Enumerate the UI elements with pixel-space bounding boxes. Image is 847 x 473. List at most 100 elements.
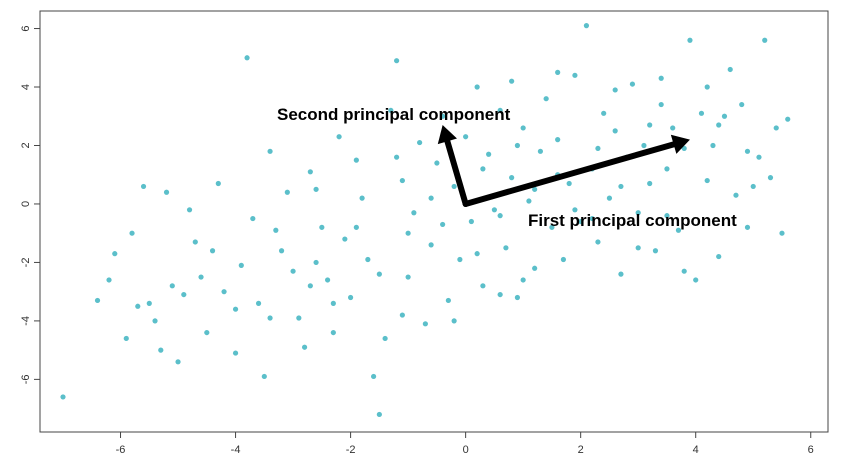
data-point: [739, 101, 745, 108]
data-point: [301, 344, 308, 350]
data-point: [330, 329, 336, 336]
data-point: [353, 224, 359, 230]
data-point: [618, 183, 624, 190]
data-point: [428, 195, 434, 201]
data-point: [261, 373, 267, 380]
data-point: [532, 265, 538, 271]
data-point: [255, 300, 262, 306]
data-point: [267, 148, 273, 154]
data-point: [405, 274, 411, 280]
data-point: [532, 186, 538, 192]
data-point: [353, 157, 359, 163]
data-point: [566, 180, 572, 187]
data-point: [595, 145, 601, 152]
axes-layer: -6 -4 -2 0 2 4 6 -6 -4 -2 0 2 4 6: [20, 25, 814, 456]
data-point: [112, 251, 118, 257]
data-point: [463, 134, 469, 140]
data-point: [468, 218, 474, 225]
x-tick-label: -4: [231, 444, 241, 456]
x-tick-label: -2: [346, 444, 356, 456]
data-point: [704, 177, 710, 184]
plot-frame-group: [39, 10, 829, 433]
data-point: [612, 87, 618, 93]
data-point: [698, 110, 705, 116]
data-point: [290, 268, 296, 274]
data-point: [767, 175, 774, 181]
data-point: [330, 300, 336, 306]
data-point: [520, 125, 526, 131]
data-point: [606, 195, 613, 201]
data-point: [244, 55, 250, 61]
data-point: [727, 66, 733, 73]
data-point: [146, 300, 152, 306]
data-point: [336, 134, 342, 140]
data-point: [307, 283, 313, 289]
data-point: [60, 394, 66, 400]
data-point: [509, 175, 515, 181]
data-point: [198, 274, 204, 280]
x-tick-label: 0: [463, 444, 469, 456]
data-point: [497, 107, 503, 114]
data-point: [474, 251, 480, 257]
data-point: [629, 81, 636, 87]
data-point: [106, 277, 112, 283]
data-point: [192, 239, 198, 245]
data-point: [394, 58, 400, 64]
data-point: [434, 160, 440, 166]
data-point: [480, 166, 486, 172]
data-point: [785, 116, 791, 122]
data-point: [365, 256, 371, 263]
data-point: [681, 268, 687, 274]
data-point: [388, 107, 394, 114]
data-point: [428, 242, 434, 248]
data-point: [123, 335, 129, 342]
data-point: [721, 113, 728, 119]
data-point: [250, 215, 256, 222]
data-point: [589, 215, 595, 222]
x-tick-label: 4: [693, 444, 699, 456]
data-point: [94, 297, 101, 304]
data-point: [664, 213, 670, 219]
data-point: [267, 315, 273, 321]
y-tick-label: -4: [20, 316, 32, 326]
data-point: [313, 259, 319, 266]
data-point: [284, 189, 290, 195]
data-point: [158, 347, 164, 353]
data-point: [221, 289, 227, 295]
data-point: [457, 256, 463, 263]
data-point: [658, 101, 664, 108]
second-pc-arrow-shaft: [444, 138, 469, 207]
data-point: [612, 128, 618, 134]
data-point: [307, 169, 313, 175]
data-point: [658, 75, 664, 81]
data-point: [652, 248, 659, 254]
data-point: [129, 230, 135, 236]
data-point: [382, 335, 388, 342]
data-point: [163, 189, 170, 195]
data-point: [578, 218, 584, 225]
data-point: [583, 23, 590, 29]
data-point: [762, 37, 768, 43]
data-point: [342, 236, 348, 242]
data-point: [376, 411, 382, 418]
data-point: [491, 207, 497, 213]
data-point: [670, 125, 676, 131]
data-point: [445, 297, 451, 304]
data-point: [635, 210, 641, 216]
arrows-layer: First principal component Second principa…: [277, 105, 737, 230]
data-point: [319, 224, 325, 230]
data-point: [514, 294, 521, 301]
data-point: [451, 183, 457, 190]
data-point: [704, 84, 710, 90]
data-point: [756, 154, 762, 160]
data-point: [750, 183, 756, 190]
y-tick-label: -2: [20, 258, 32, 268]
data-point: [324, 277, 331, 283]
data-point: [371, 373, 377, 380]
data-point: [687, 37, 693, 43]
data-point: [232, 306, 239, 312]
data-point: [555, 69, 561, 75]
data-point: [520, 277, 526, 283]
data-point: [296, 315, 302, 321]
